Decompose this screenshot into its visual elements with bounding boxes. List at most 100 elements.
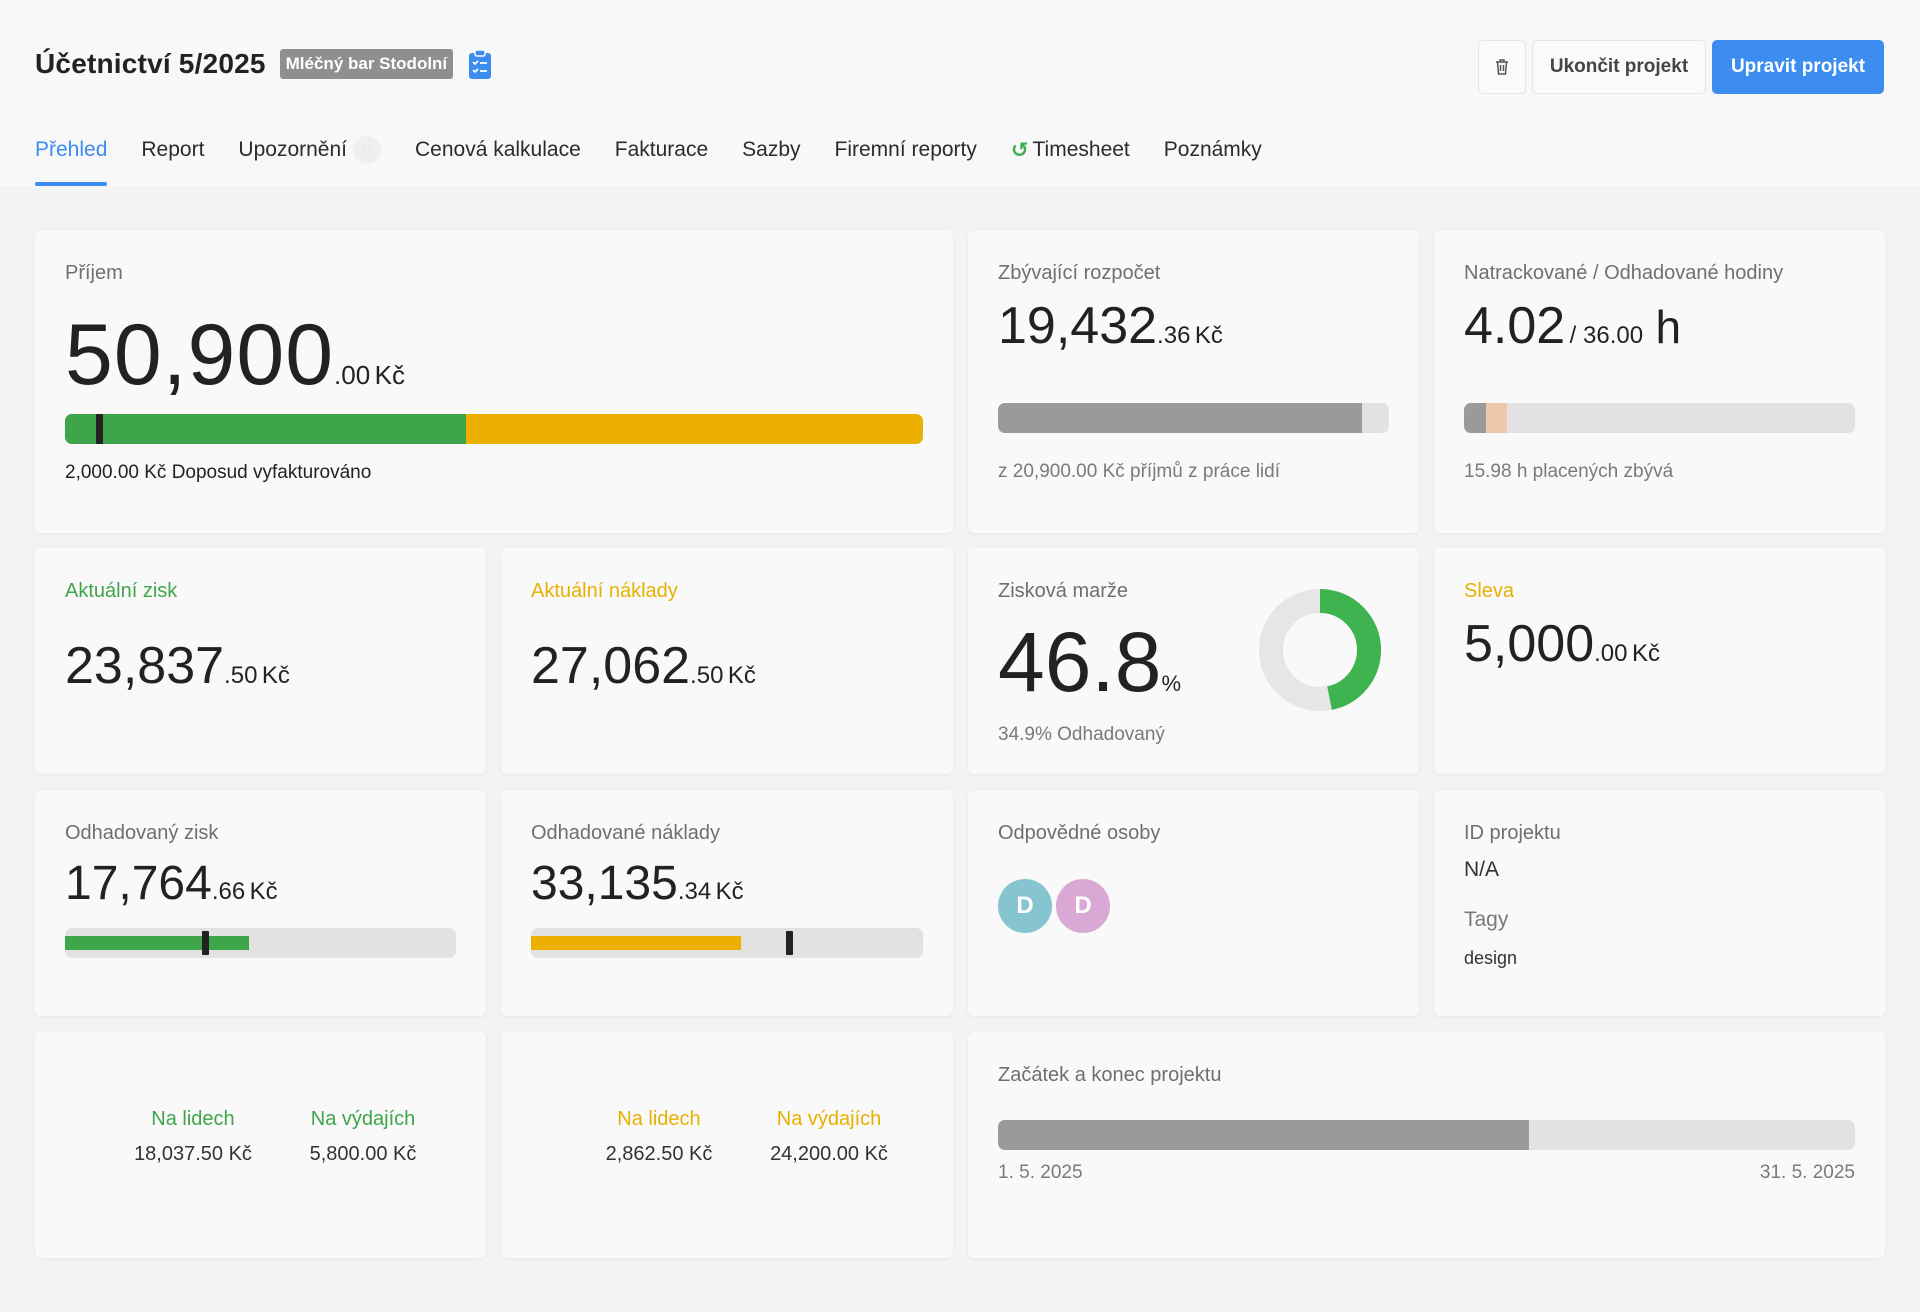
- margin-unit: %: [1161, 671, 1182, 696]
- title-row: Účetnictví 5/2025 Mléčný bar Stodolní: [35, 44, 493, 84]
- revenue-currency: Kč: [374, 360, 405, 390]
- tab-label: Sazby: [742, 138, 801, 161]
- margin-sub: 34.9% Odhadovaný: [998, 724, 1165, 745]
- hours-estimated: / 36.00: [1569, 322, 1644, 349]
- project-id-value: N/A: [1464, 858, 1500, 881]
- revenue-bar-invoiced: [65, 414, 466, 444]
- hours-bar-tracked: [1464, 403, 1486, 433]
- estimated-profit-bar-fill: [65, 936, 249, 950]
- estimated-costs-currency: Kč: [715, 878, 744, 905]
- profit-expenses-label: Na výdajích: [310, 1108, 416, 1130]
- clipboard-list-icon[interactable]: [467, 48, 493, 80]
- remaining-budget-bar-fill: [998, 403, 1362, 433]
- current-profit-label: Aktuální zisk: [65, 580, 178, 602]
- margin-int: 46.8: [998, 615, 1162, 709]
- project-id-label: ID projektu: [1464, 822, 1561, 844]
- costs-people-column: Na lidech 2,862.50 Kč: [559, 1108, 759, 1166]
- revenue-card: Příjem 50,900.00 Kč 2,000.00 Kč Doposud …: [35, 230, 953, 533]
- tab-notifications[interactable]: Upozornění 0: [238, 134, 381, 186]
- current-profit-currency: Kč: [261, 662, 290, 689]
- estimated-costs-bar-fill: [531, 936, 741, 950]
- profit-expenses-column: Na výdajích 5,800.00 Kč: [263, 1108, 463, 1166]
- current-profit-dec: .50: [224, 662, 258, 689]
- remaining-budget-card: Zbývající rozpočet 19,432.36 Kč z 20,900…: [968, 230, 1419, 533]
- avatar[interactable]: D: [998, 879, 1052, 933]
- tab-label: Upozornění: [238, 138, 347, 161]
- current-profit-card: Aktuální zisk 23,837.50 Kč: [35, 548, 486, 774]
- margin-amount: 46.8%: [998, 614, 1181, 711]
- estimated-costs-bar-marker: [785, 931, 793, 955]
- project-id-card: ID projektu N/A Tagy design: [1434, 790, 1885, 1016]
- tab-label: Timesheet: [1032, 138, 1130, 161]
- timeline-start: 1. 5. 2025: [998, 1162, 1083, 1183]
- header-actions: Ukončit projekt Upravit projekt: [1478, 40, 1884, 94]
- estimated-costs-amount: 33,135.34 Kč: [531, 856, 744, 911]
- tab-report[interactable]: Report: [141, 134, 204, 186]
- hours-sub: 15.98 h placených zbývá: [1464, 461, 1674, 482]
- edit-project-button[interactable]: Upravit projekt: [1712, 40, 1884, 94]
- remaining-budget-sub: z 20,900.00 Kč příjmů z práce lidí: [998, 461, 1280, 482]
- revenue-invoiced-text: 2,000.00 Kč Doposud vyfakturováno: [65, 462, 372, 483]
- tab-bar: Přehled Report Upozornění 0 Cenová kalkul…: [35, 134, 1296, 186]
- costs-expenses-column: Na výdajích 24,200.00 Kč: [729, 1108, 929, 1166]
- tab-company-reports[interactable]: Firemní reporty: [835, 134, 977, 186]
- current-costs-int: 27,062: [531, 637, 691, 695]
- tag-item[interactable]: design: [1464, 948, 1518, 968]
- revenue-bar-marker: [95, 414, 103, 444]
- estimated-profit-int: 17,764: [65, 857, 212, 910]
- profit-split-card: Na lidech 18,037.50 Kč Na výdajích 5,800…: [35, 1032, 486, 1258]
- tab-price-calculation[interactable]: Cenová kalkulace: [415, 134, 581, 186]
- margin-donut-arc: [1259, 589, 1381, 711]
- notification-count-badge: 0: [353, 136, 381, 164]
- tab-overview[interactable]: Přehled: [35, 134, 108, 186]
- current-costs-amount: 27,062.50 Kč: [531, 636, 756, 696]
- tab-timesheet[interactable]: ↺ Timesheet: [1011, 134, 1130, 186]
- trash-icon: [1496, 59, 1508, 75]
- avatar[interactable]: D: [1056, 879, 1110, 933]
- remaining-budget-currency: Kč: [1194, 322, 1223, 349]
- remaining-budget-label: Zbývající rozpočet: [998, 262, 1161, 284]
- client-tag[interactable]: Mléčný bar Stodolní: [279, 49, 454, 79]
- tab-label: Přehled: [35, 138, 108, 161]
- remaining-budget-dec: .36: [1157, 322, 1191, 349]
- estimated-profit-bar-marker: [201, 931, 209, 955]
- remaining-budget-bar: [998, 403, 1389, 433]
- current-profit-amount: 23,837.50 Kč: [65, 636, 290, 696]
- remaining-budget-int: 19,432: [998, 297, 1158, 355]
- estimated-profit-bar: [65, 928, 456, 958]
- revenue-label: Příjem: [65, 262, 123, 284]
- discount-currency: Kč: [1631, 640, 1660, 667]
- tab-invoicing[interactable]: Fakturace: [615, 134, 708, 186]
- remaining-budget-amount: 19,432.36 Kč: [998, 296, 1223, 356]
- hours-card: Natrackované / Odhadované hodiny 4.02 / …: [1434, 230, 1885, 533]
- responsible-card: Odpovědné osoby D D: [968, 790, 1419, 1016]
- discount-int: 5,000: [1464, 615, 1595, 673]
- tab-rates[interactable]: Sazby: [742, 134, 800, 186]
- tab-label: Cenová kalkulace: [415, 138, 581, 161]
- margin-card: Zisková marže 46.8% 34.9% Odhadovaný: [968, 548, 1419, 774]
- estimated-profit-currency: Kč: [249, 878, 278, 905]
- discount-card: Sleva 5,000.00 Kč: [1434, 548, 1885, 774]
- current-costs-currency: Kč: [727, 662, 756, 689]
- estimated-costs-label: Odhadované náklady: [531, 822, 721, 844]
- estimated-costs-card: Odhadované náklady 33,135.34 Kč: [501, 790, 953, 1016]
- hours-unit: h: [1655, 301, 1682, 353]
- costs-expenses-label: Na výdajích: [776, 1108, 882, 1130]
- timeline-bar: [998, 1120, 1855, 1150]
- tab-label: Fakturace: [614, 138, 709, 161]
- delete-button[interactable]: [1478, 40, 1526, 94]
- tab-label: Firemní reporty: [834, 138, 977, 161]
- estimated-costs-bar: [531, 928, 923, 958]
- timeline-card: Začátek a konec projektu 1. 5. 2025 31. …: [968, 1032, 1885, 1258]
- tab-label: Poznámky: [1163, 138, 1262, 161]
- costs-expenses-value: 24,200.00 Kč: [770, 1143, 888, 1165]
- estimated-profit-dec: .66: [211, 878, 246, 905]
- tab-notes[interactable]: Poznámky: [1164, 134, 1262, 186]
- end-project-button[interactable]: Ukončit projekt: [1532, 40, 1706, 94]
- profit-expenses-value: 5,800.00 Kč: [309, 1143, 417, 1165]
- page-header: Účetnictví 5/2025 Mléčný bar Stodolní Uk…: [0, 0, 1920, 186]
- timeline-label: Začátek a konec projektu: [998, 1064, 1222, 1086]
- discount-label: Sleva: [1464, 580, 1515, 602]
- profit-people-column: Na lidech 18,037.50 Kč: [93, 1108, 293, 1166]
- costs-split-card: Na lidech 2,862.50 Kč Na výdajích 24,200…: [501, 1032, 953, 1258]
